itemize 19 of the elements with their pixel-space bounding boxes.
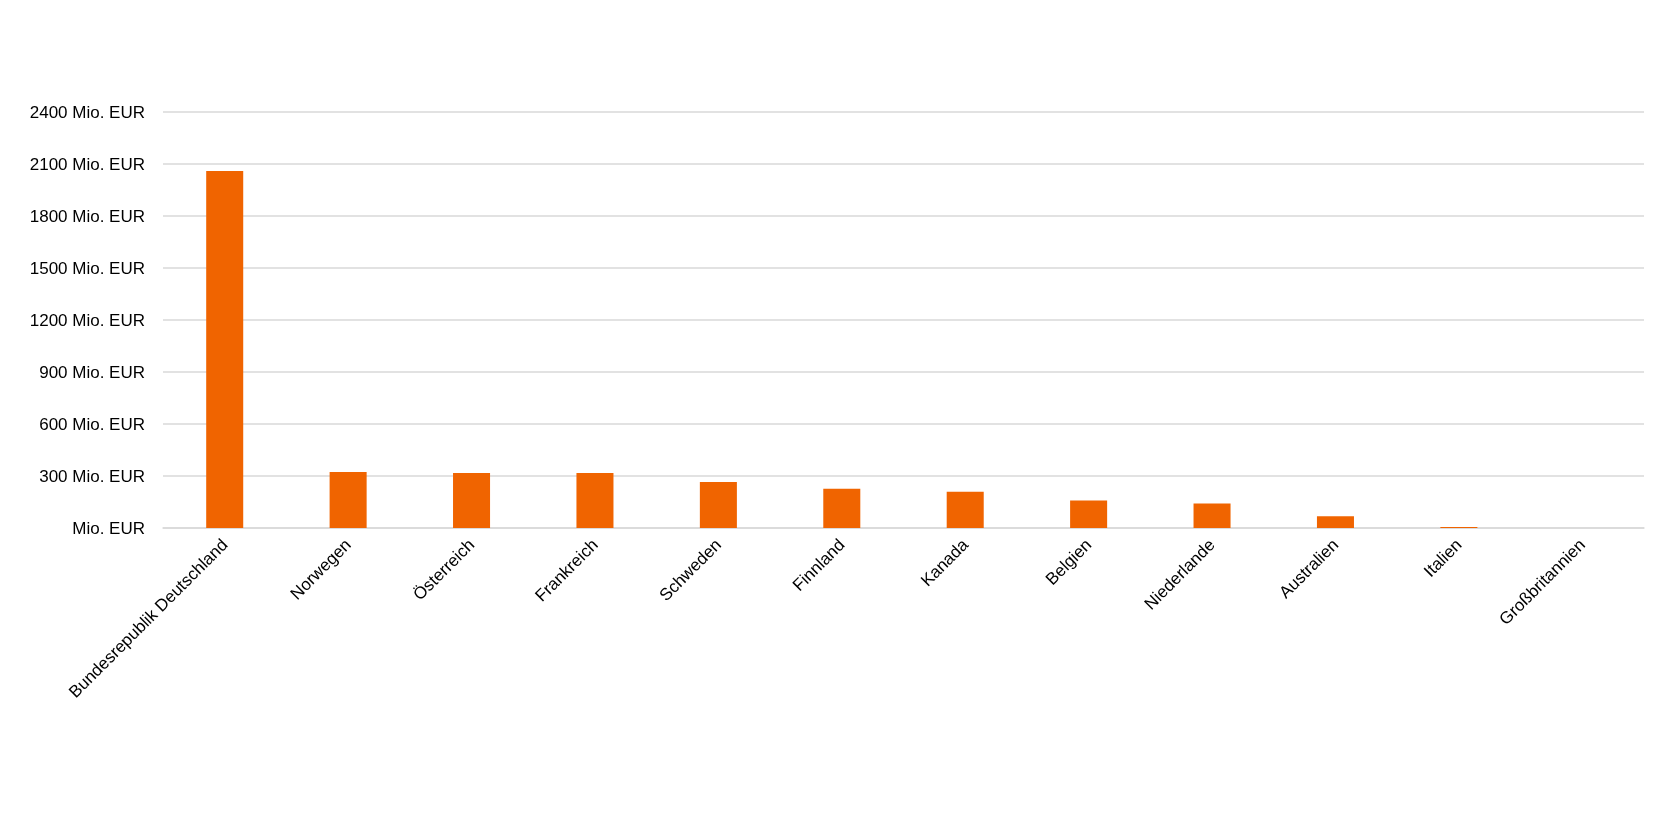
bar [206,170,244,528]
bar [1193,503,1231,528]
bar [576,473,614,528]
y-tick-label: 900 Mio. EUR [39,362,145,382]
y-tick-label: 1500 Mio. EUR [29,258,145,278]
y-tick-label: 1200 Mio. EUR [29,310,145,330]
bar [329,472,367,528]
bar [823,488,861,528]
bar [1316,516,1354,528]
y-tick-label: 2400 Mio. EUR [29,102,145,122]
bar [453,473,491,528]
y-tick-label: Mio. EUR [72,518,145,538]
y-tick-label: 2100 Mio. EUR [29,154,145,174]
y-tick-label: 300 Mio. EUR [39,466,145,486]
bar [1070,500,1108,528]
y-tick-label: 600 Mio. EUR [39,414,145,434]
bar [946,491,984,528]
y-tick-label: 1800 Mio. EUR [29,206,145,226]
bar [699,481,737,528]
